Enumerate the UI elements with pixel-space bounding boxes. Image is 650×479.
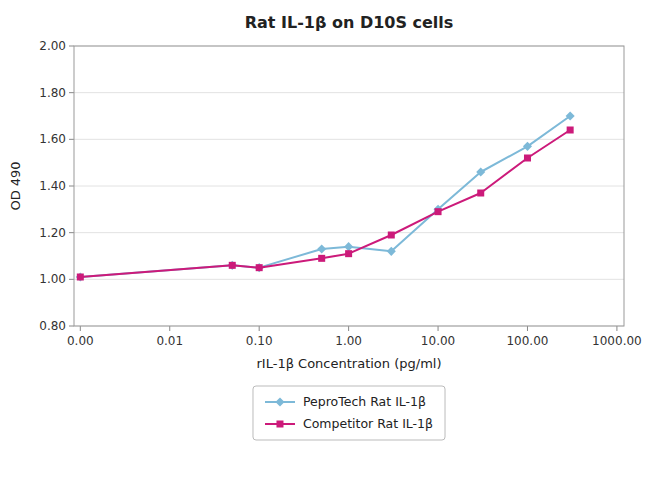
y-tick-label: 0.80 xyxy=(39,319,66,333)
x-tick-label: 10.00 xyxy=(421,334,455,348)
x-tick-label: 1000.00 xyxy=(592,334,642,348)
background xyxy=(0,0,650,479)
x-tick-label: 1.00 xyxy=(335,334,362,348)
series xyxy=(77,127,574,281)
legend-label: Competitor Rat IL-1β xyxy=(303,416,433,431)
y-tick xyxy=(69,232,74,233)
point xyxy=(524,155,531,162)
grid xyxy=(74,46,624,326)
point xyxy=(344,242,353,251)
title: Rat IL-1β on D10S cells xyxy=(245,13,454,32)
legend-box xyxy=(253,386,445,440)
point xyxy=(345,250,352,257)
point xyxy=(523,142,532,151)
data xyxy=(76,111,575,281)
point xyxy=(566,111,575,120)
y-tick-label: 1.40 xyxy=(39,179,66,193)
y-tick xyxy=(69,279,74,280)
point xyxy=(255,263,264,272)
x-tick xyxy=(348,326,349,331)
y-tick-label: 2.00 xyxy=(39,39,66,53)
point xyxy=(76,272,85,281)
series-line xyxy=(80,116,570,277)
axes: 0.80 1.00 1.20 1.40 1.60 1.80 2.00 0.00 0.01 0.10… xyxy=(39,39,641,348)
point xyxy=(387,247,396,256)
y-tick-label: 1.20 xyxy=(39,226,66,240)
legend-item: Competitor Rat IL-1β xyxy=(265,416,433,431)
y-tick xyxy=(69,186,74,187)
grid-line xyxy=(74,186,624,187)
x-tick xyxy=(616,326,617,331)
legend: PeproTech Rat IL-1β Competitor Rat IL-1β xyxy=(253,386,445,440)
y-tick xyxy=(69,46,74,47)
x-tick-label: 0.10 xyxy=(246,334,273,348)
y-tick-label: 1.00 xyxy=(39,272,66,286)
x-tick xyxy=(259,326,260,331)
point xyxy=(476,167,485,176)
chart: 0.80 1.00 1.20 1.40 1.60 1.80 2.00 0.00 0.01 0.10… xyxy=(0,0,650,479)
x-tick-label: 0.01 xyxy=(156,334,183,348)
point xyxy=(388,232,395,239)
point xyxy=(228,261,237,270)
point xyxy=(256,264,263,271)
y-axis-label: OD 490 xyxy=(8,161,23,210)
series-line xyxy=(80,130,570,277)
grid-line xyxy=(74,279,624,280)
legend-marker xyxy=(276,421,283,428)
x-axis-label: rIL-1β Concentration (pg/ml) xyxy=(257,356,442,371)
grid-line xyxy=(74,232,624,233)
y-tick xyxy=(69,92,74,93)
grid-line xyxy=(74,92,624,93)
point xyxy=(477,190,484,197)
point xyxy=(435,208,442,215)
point xyxy=(317,244,326,253)
x-tick xyxy=(169,326,170,331)
point xyxy=(229,262,236,269)
legend-item: PeproTech Rat IL-1β xyxy=(265,394,426,409)
x-tick xyxy=(80,326,81,331)
point xyxy=(77,274,84,281)
y-tick-label: 1.60 xyxy=(39,132,66,146)
plot-frame xyxy=(74,46,624,326)
y-tick-label: 1.80 xyxy=(39,86,66,100)
y-tick xyxy=(69,139,74,140)
legend-marker xyxy=(275,397,284,406)
x-tick-label: 0.00 xyxy=(67,334,94,348)
x-tick xyxy=(527,326,528,331)
grid-line xyxy=(74,139,624,140)
y-tick xyxy=(69,326,74,327)
series xyxy=(76,111,575,281)
x-tick xyxy=(438,326,439,331)
point xyxy=(567,127,574,134)
legend-label: PeproTech Rat IL-1β xyxy=(303,394,426,409)
point xyxy=(318,255,325,262)
x-tick-label: 100.00 xyxy=(506,334,548,348)
